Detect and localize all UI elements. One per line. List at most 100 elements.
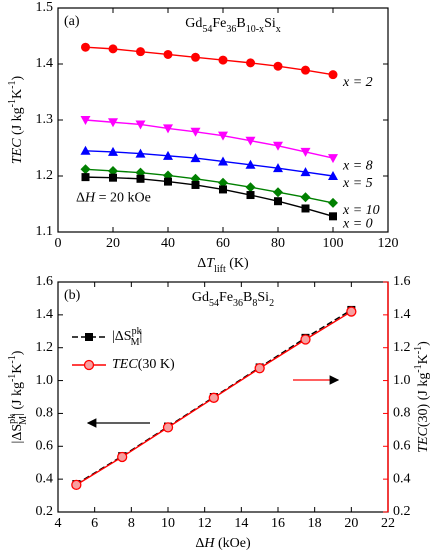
marker: [162, 422, 174, 433]
marker: [300, 167, 311, 177]
text-part: ): [10, 76, 25, 81]
text-part: (30) (J kg: [416, 373, 431, 427]
y-tick-label: 0.2: [36, 504, 54, 519]
marker: [108, 165, 118, 176]
series-label: x = 2: [342, 75, 373, 90]
x-tick-label: 100: [323, 236, 344, 251]
y2-tick-label: 1.0: [393, 373, 411, 388]
text-part: -1: [7, 99, 18, 107]
marker: [81, 173, 90, 182]
annotation: ΔH = 20 kOe: [76, 191, 151, 206]
marker: [135, 148, 146, 158]
y-tick-label: 1.4: [36, 307, 54, 322]
y-tick-label: 1.0: [36, 373, 54, 388]
text-part: |: [140, 329, 143, 344]
legend-marker: [83, 359, 95, 371]
text-part: Gd: [192, 290, 209, 305]
marker: [246, 191, 255, 200]
marker: [136, 174, 145, 183]
y-tick-label: 1.3: [36, 112, 54, 127]
marker: [329, 212, 337, 221]
legend-label: |ΔSpk M|: [112, 326, 142, 348]
marker: [346, 306, 357, 317]
marker: [108, 44, 118, 54]
marker: [190, 127, 201, 137]
x-tick-label: 40: [161, 236, 175, 251]
text-part: Si: [264, 16, 276, 31]
text-part: |ΔS: [10, 424, 25, 444]
series-label: x = 0: [342, 217, 373, 232]
marker: [81, 42, 90, 52]
text-part: (30 K): [138, 357, 175, 372]
marker: [328, 197, 338, 208]
text-part: lift: [214, 264, 226, 275]
text-part: x: [276, 24, 281, 35]
x-tick-label: 60: [216, 236, 230, 251]
text-part: -1: [7, 355, 18, 363]
text-part: = 20 kOe: [95, 191, 151, 206]
series-line: [85, 46, 334, 76]
text-part: 10-x: [246, 24, 264, 35]
marker: [191, 180, 200, 189]
marker: [328, 171, 338, 180]
series-label: x = 5: [342, 176, 373, 191]
text-part: K: [416, 354, 431, 364]
marker: [274, 197, 282, 206]
chart-title: Gd54Fe36B8Si2: [192, 290, 274, 309]
text-part: | (J kg: [10, 382, 25, 416]
text-part: (kOe): [214, 536, 250, 550]
y-axis-label: |ΔSpkM| (J kg-1K-1): [7, 350, 29, 443]
marker: [163, 124, 173, 134]
marker: [328, 154, 338, 164]
x-tick-label: 16: [271, 516, 285, 531]
text-part: 8: [252, 298, 257, 309]
text-part: ): [10, 350, 25, 355]
text-part: Gd: [185, 16, 202, 31]
text-part: Δ: [195, 536, 204, 550]
marker: [245, 159, 256, 169]
marker: [136, 47, 145, 57]
series-line: [85, 119, 334, 159]
y-tick-label: 0.6: [36, 439, 54, 454]
text-part: M: [131, 337, 140, 348]
text-part: Si: [257, 290, 269, 305]
y-tick-label: 1.4: [36, 56, 54, 71]
text-part: T: [206, 256, 215, 271]
marker: [301, 204, 310, 213]
x-tick-label: 4: [55, 516, 62, 531]
y2-tick-label: 1.2: [393, 340, 411, 355]
marker: [273, 187, 283, 198]
y2-axis-label: TEC(30) (J kg-1K-1): [413, 341, 431, 453]
text-part: H: [203, 536, 215, 550]
marker: [245, 182, 256, 193]
series-label: x = 8: [342, 158, 373, 173]
x-tick-label: 20: [106, 236, 120, 251]
marker: [218, 131, 228, 141]
marker: [163, 150, 173, 160]
marker: [71, 479, 82, 491]
marker: [80, 145, 91, 155]
x-tick-label: 0: [55, 236, 62, 251]
y-tick-label: 1.1: [36, 224, 54, 239]
y-tick-label: 1.2: [36, 340, 54, 355]
text-part: K: [10, 89, 25, 99]
y-tick-label: 1.2: [36, 168, 54, 183]
x-tick-label: 14: [234, 516, 248, 531]
marker: [109, 173, 117, 182]
marker: [135, 120, 146, 130]
marker: [300, 147, 311, 157]
chart-title: Gd54Fe36B10-xSix: [185, 16, 281, 35]
marker: [218, 156, 228, 166]
marker: [219, 185, 227, 194]
y-axis-label: TEC (J kg-1K-1): [7, 76, 25, 165]
text-part: -1: [413, 364, 424, 372]
text-part: (K): [226, 256, 249, 271]
marker: [163, 49, 173, 59]
marker: [246, 58, 255, 68]
marker: [190, 153, 201, 163]
text-part: 54: [202, 24, 212, 35]
panel-label: (b): [64, 288, 81, 303]
marker: [80, 164, 91, 175]
marker: [273, 141, 283, 151]
